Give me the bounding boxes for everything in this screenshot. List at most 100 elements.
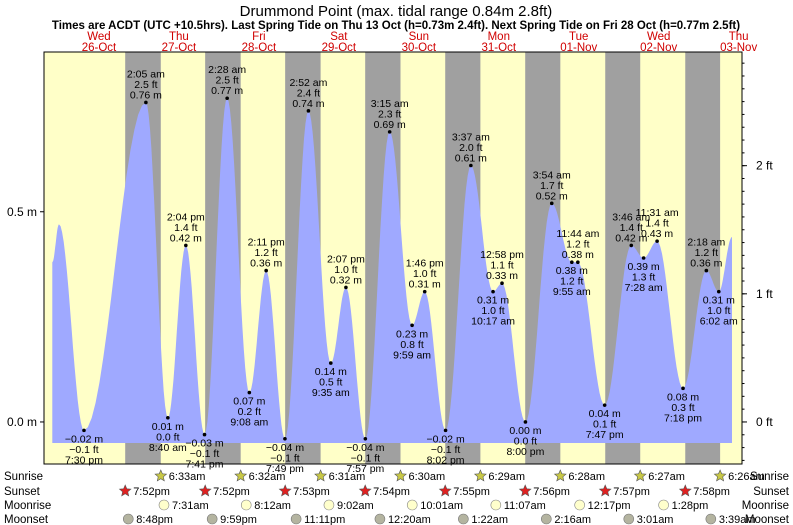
sunset-icon — [118, 484, 132, 497]
tide-height-m: 0.00 m — [509, 425, 541, 437]
tide-extreme-point — [655, 239, 659, 243]
tide-time: 8:00 pm — [506, 446, 544, 458]
y-tick-label-ft: 2 ft — [756, 159, 773, 173]
day-name: Wed — [87, 31, 110, 43]
day-name: Tue — [569, 31, 588, 43]
tide-extreme-point — [225, 96, 229, 101]
moonrise-icon — [323, 499, 335, 511]
tide-height-m: −0.04 m — [266, 442, 304, 454]
astro-row-label-left: Sunset — [4, 486, 41, 498]
tide-height-ft: 0.0 ft — [156, 431, 179, 443]
y-axis-left: 0.0 m 0.5 m — [7, 205, 44, 429]
moonset-time: 9:59pm — [220, 514, 257, 525]
tide-height-ft: 1.7 ft — [540, 180, 563, 192]
tide-extreme-point — [641, 256, 646, 260]
tide-height-ft: 1.2 ft — [254, 247, 277, 259]
sunrise-time: 6:33am — [169, 471, 206, 483]
tide-height-ft: −0.1 ft — [270, 452, 300, 464]
tide-height-ft: 1.3 ft — [632, 272, 655, 284]
sunset-time: 7:55pm — [453, 486, 490, 498]
moonrise-icon — [574, 499, 585, 511]
tide-height-m: 0.36 m — [690, 258, 722, 270]
moonset-icon — [374, 513, 386, 525]
tide-extreme-point — [491, 289, 495, 294]
tide-extreme-point — [306, 109, 311, 113]
sunset-icon — [278, 484, 292, 497]
sunrise-icon — [394, 469, 407, 482]
sunset-icon — [598, 484, 612, 497]
day-name: Thu — [729, 31, 749, 43]
tide-extreme-point — [500, 281, 504, 286]
tide-extreme-point — [602, 403, 607, 407]
tide-time: 11:31 am — [636, 207, 679, 219]
moonrise-time: 8:12am — [254, 500, 291, 512]
sunset-time: 7:52pm — [213, 486, 250, 498]
astro-row-label-right: Sunset — [753, 486, 790, 498]
tide-time: 2:04 pm — [167, 211, 205, 223]
tide-height-ft: 2.5 ft — [215, 75, 238, 87]
tide-time: 2:18 am — [687, 237, 725, 249]
tide-height-m: −0.04 m — [346, 442, 384, 454]
tide-height-m: 0.77 m — [211, 85, 243, 97]
tide-height-ft: 1.4 ft — [620, 222, 643, 234]
day-name: Thu — [169, 31, 189, 43]
tide-height-m: 0.74 m — [292, 98, 324, 110]
moonrise-icon — [158, 499, 170, 511]
day-date: 30-Oct — [402, 42, 437, 54]
astro-row-label-right: Moonrise — [742, 500, 789, 512]
tide-height-m: 0.01 m — [152, 421, 184, 433]
tide-height-ft: 2.4 ft — [297, 87, 320, 99]
moonset-icon — [541, 513, 552, 525]
sunrise-icon — [154, 469, 168, 482]
tide-time: 3:15 am — [371, 98, 409, 110]
tide-extreme-point — [576, 260, 580, 265]
tide-extreme-point — [247, 390, 252, 395]
tide-height-m: 0.52 m — [536, 190, 568, 202]
tide-height-m: 0.31 m — [409, 279, 441, 291]
sunrise-icon — [234, 469, 248, 482]
moonrise-time: 11:07am — [504, 500, 546, 512]
tide-height-m: 0.32 m — [330, 274, 362, 286]
tide-height-ft: 2.3 ft — [378, 108, 401, 120]
tide-height-ft: 1.2 ft — [695, 247, 718, 259]
tide-time: 7:47 pm — [586, 429, 624, 441]
sunrise-time: 6:28am — [568, 471, 605, 483]
chart-title: Drummond Point (max. tidal range 0.84m 2… — [240, 3, 553, 20]
moonset-time: 8:48pm — [136, 514, 173, 525]
tide-height-m: 0.23 m — [396, 328, 428, 340]
tide-height-ft: 1.4 ft — [645, 218, 668, 230]
tide-extreme-point — [184, 243, 188, 248]
moonset-icon — [122, 513, 134, 525]
tide-height-m: 0.61 m — [455, 153, 487, 165]
day-date: 02-Nov — [640, 42, 677, 54]
tide-time: 7:57 pm — [346, 463, 384, 475]
astro-row-label-right: Sunrise — [750, 471, 789, 483]
tide-extreme-point — [344, 285, 348, 290]
plot-frame — [43, 51, 743, 465]
tide-height-ft: 0.3 ft — [671, 402, 694, 414]
y-axis-right: 0 ft 1 ft 2 ft — [742, 62, 773, 461]
tide-extreme-point — [523, 420, 528, 424]
sunrise-icon — [553, 469, 567, 482]
tide-time: 9:59 am — [393, 349, 431, 361]
moonset-icon — [458, 513, 469, 525]
chart-subtitle: Times are ACDT (UTC +10.5hrs). Last Spri… — [52, 20, 740, 32]
tide-height-ft: 0.2 ft — [238, 406, 261, 418]
tide-height-ft: 1.0 ft — [334, 264, 357, 276]
moonset-icon — [705, 513, 717, 525]
tide-extreme-point — [704, 268, 709, 273]
tide-extreme-point — [681, 386, 685, 391]
tide-time: 2:07 pm — [327, 253, 365, 265]
tide-height-ft: 0.8 ft — [400, 339, 423, 351]
tide-time: 7:30 pm — [65, 454, 103, 466]
tide-extreme-point — [144, 100, 148, 105]
tide-height-ft: 0.1 ft — [593, 419, 616, 431]
tide-time: 9:08 am — [230, 417, 268, 429]
sunrise-time: 6:27am — [648, 471, 685, 483]
moonset-time: 2:16am — [554, 514, 591, 525]
tide-height-m: 0.69 m — [374, 119, 406, 131]
moonrise-time: 9:02am — [337, 500, 374, 512]
sunrise-time: 6:26am — [728, 471, 765, 483]
tide-time: 2:05 am — [127, 68, 165, 80]
tide-height-ft: −0.1 ft — [190, 448, 220, 460]
